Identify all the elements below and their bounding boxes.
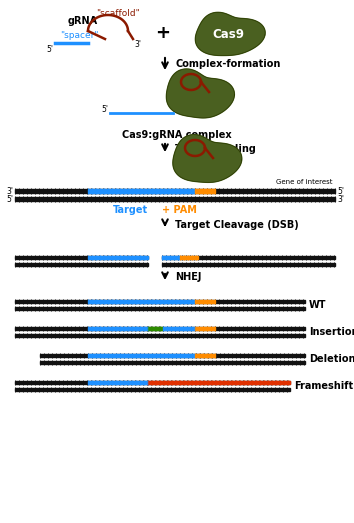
Bar <box>195 327 215 330</box>
Bar <box>15 381 290 384</box>
Bar <box>88 300 195 303</box>
Text: 3': 3' <box>337 195 344 203</box>
Text: Target Binding: Target Binding <box>175 144 256 154</box>
Bar <box>15 256 148 259</box>
Bar <box>195 300 215 303</box>
Text: Insertion: Insertion <box>309 327 354 337</box>
Bar <box>195 354 215 357</box>
Bar <box>15 388 290 391</box>
Bar <box>40 361 305 364</box>
Text: 5': 5' <box>6 195 13 203</box>
Bar <box>15 263 148 266</box>
Text: Cas9: Cas9 <box>212 28 244 41</box>
Bar <box>88 381 148 384</box>
Bar <box>148 327 163 330</box>
Text: Cas9:gRNA complex: Cas9:gRNA complex <box>122 130 232 140</box>
Text: Deletion: Deletion <box>309 354 354 364</box>
Polygon shape <box>166 69 234 118</box>
Text: 3': 3' <box>6 187 13 196</box>
Bar <box>15 300 305 303</box>
Bar <box>88 189 195 193</box>
Bar <box>40 354 305 357</box>
Bar <box>163 327 195 330</box>
Bar <box>15 197 335 201</box>
Bar <box>162 263 335 266</box>
Text: Target Cleavage (DSB): Target Cleavage (DSB) <box>175 220 299 230</box>
Text: + PAM: + PAM <box>162 205 197 215</box>
Text: +: + <box>155 24 171 42</box>
Bar <box>162 256 335 259</box>
Bar <box>15 334 305 337</box>
Bar <box>148 381 290 384</box>
Text: NHEJ: NHEJ <box>175 272 201 282</box>
Text: Target: Target <box>113 205 148 215</box>
Bar <box>88 327 148 330</box>
Bar <box>15 307 305 310</box>
Text: 3': 3' <box>175 105 182 113</box>
Text: 3': 3' <box>134 40 141 49</box>
Text: 5': 5' <box>337 187 344 196</box>
Bar <box>195 189 215 193</box>
Text: 5': 5' <box>101 105 108 113</box>
Text: gRNA: gRNA <box>68 16 98 26</box>
Bar <box>88 354 195 357</box>
Text: Gene of interest: Gene of interest <box>276 179 333 185</box>
Text: "spacer": "spacer" <box>60 31 98 40</box>
Bar <box>15 327 305 330</box>
Text: Frameshift: Frameshift <box>294 381 353 391</box>
Polygon shape <box>195 13 265 55</box>
Polygon shape <box>173 134 242 183</box>
Text: WT: WT <box>309 300 326 310</box>
Bar <box>88 256 148 259</box>
Bar <box>15 189 335 193</box>
Text: Complex-formation: Complex-formation <box>175 59 280 69</box>
Text: 5': 5' <box>46 44 53 53</box>
Text: "scaffold": "scaffold" <box>96 8 140 17</box>
Bar <box>162 256 180 259</box>
Bar <box>180 256 198 259</box>
